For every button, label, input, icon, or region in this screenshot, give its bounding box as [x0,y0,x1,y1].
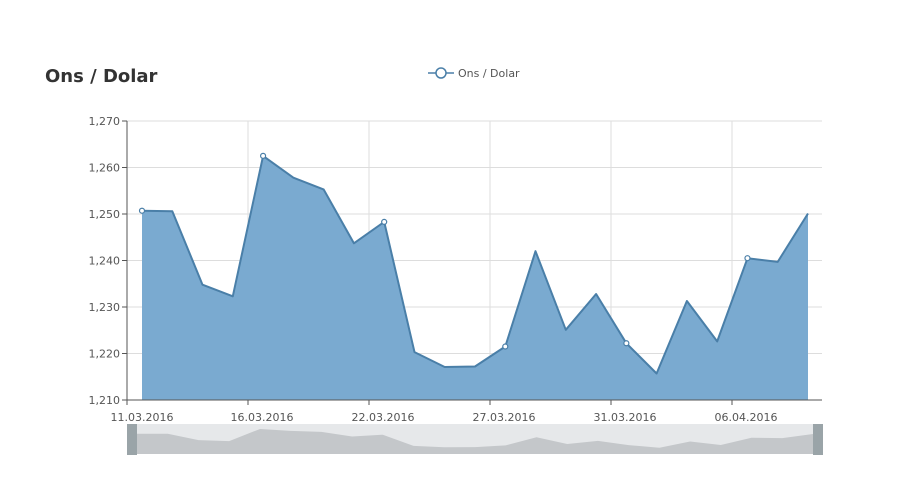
y-tick-label: 1,210 [89,394,121,407]
x-tick-label: 27.03.2016 [473,411,536,424]
data-point-marker[interactable] [138,207,146,214]
y-tick-label: 1,270 [89,115,121,128]
navigator-series-area [137,429,813,454]
chart-title: Ons / Dolar [45,66,158,87]
data-point-marker[interactable] [259,152,267,159]
data-point-marker[interactable] [744,255,751,262]
series-line [141,154,809,375]
legend-marker-icon [435,67,447,79]
data-point-marker[interactable] [623,340,630,347]
y-tick-label: 1,260 [89,162,121,175]
legend[interactable]: Ons / Dolar [428,67,520,80]
x-tick-label: 16.03.2016 [231,411,294,424]
x-tick-label: 22.03.2016 [352,411,415,424]
axes [122,120,822,405]
legend-label: Ons / Dolar [458,67,520,80]
navigator[interactable] [127,424,823,455]
y-tick-label: 1,220 [89,348,121,361]
data-point-marker[interactable] [381,218,388,226]
x-tick-label: 06.04.2016 [715,411,778,424]
area-layer [138,152,809,400]
data-point-marker[interactable] [502,343,509,350]
navigator-left-handle[interactable] [127,424,137,455]
navigator-right-handle[interactable] [813,424,823,455]
y-tick-label: 1,230 [89,301,121,314]
series-area [142,155,808,400]
y-tick-label: 1,250 [89,208,121,221]
tick-labels: 1,210 1,220 1,230 1,240 1,250 1,260 1,270 11.03… [89,115,778,424]
x-tick-label: 11.03.2016 [111,411,174,424]
y-tick-label: 1,240 [89,255,121,268]
x-tick-label: 31.03.2016 [594,411,657,424]
